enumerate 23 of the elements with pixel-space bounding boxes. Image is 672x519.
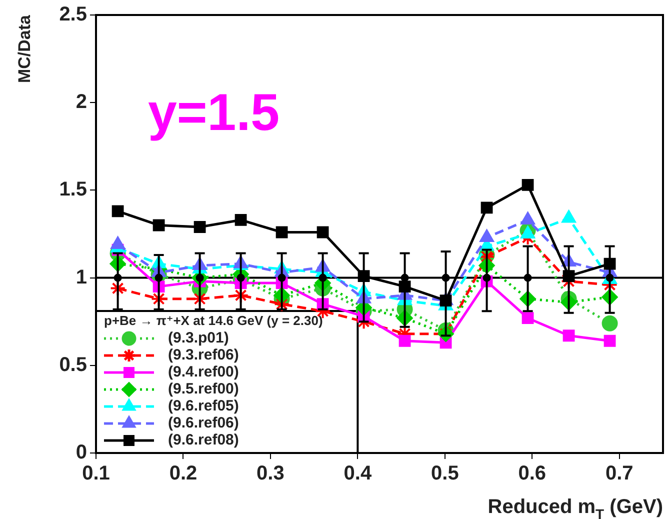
y-tick-label: 1 [76,266,87,288]
legend-label: (9.3.ref06) [168,346,239,364]
legend-label: (9.5.ref00) [168,380,239,398]
x-tick-label: 0.4 [344,462,372,485]
x-tick-label: 0.7 [605,462,634,485]
x-tick-label: 0.3 [256,462,284,485]
y-tick-label: 0.5 [59,354,87,376]
legend-title: p+Be → π⁺+X at 14.6 GeV (y = 2.30) [104,313,323,328]
y-axis-title: MC/Data [15,14,34,84]
x-tick-label: 0.5 [431,462,459,485]
legend-label: (9.6.ref06) [168,414,239,432]
legend-label: (9.4.ref00) [168,364,239,381]
y-tick-label: 2 [76,91,87,114]
x-tick-label: 0.6 [518,462,546,485]
y-tick-label: 1.5 [59,178,87,201]
y-tick-label: 0 [76,442,87,464]
legend-label: (9.3.p01) [168,330,229,347]
y-tick-label: 2.5 [59,4,87,26]
legend-label: (9.6.ref08) [168,432,239,449]
annotation: y=1.5 [148,84,280,142]
x-tick-label: 0.2 [169,462,198,485]
legend-label: (9.6.ref05) [168,398,239,415]
x-tick-label: 0.1 [82,462,110,485]
